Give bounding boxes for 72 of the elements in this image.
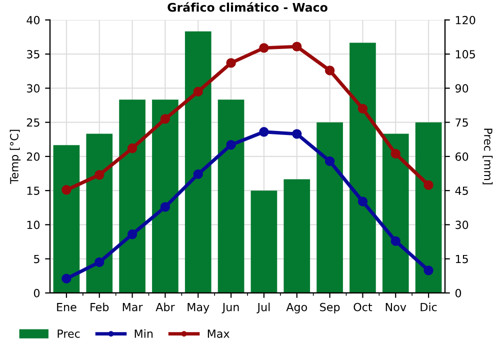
- bar: [184, 31, 212, 293]
- point: [160, 202, 170, 212]
- point: [292, 129, 302, 139]
- x-tick-label: Sep: [320, 302, 340, 314]
- point: [226, 140, 236, 150]
- y-tick-label: 15: [27, 186, 40, 195]
- y-tick-label: 25: [26, 118, 40, 127]
- x-tick-label: Jul: [256, 302, 270, 314]
- y-tick-label: 30: [26, 84, 40, 93]
- bar: [53, 145, 80, 293]
- y-axis-title: Temp [°C]: [10, 130, 21, 184]
- y2-tick-label: 30: [456, 220, 468, 230]
- point: [390, 236, 400, 246]
- y-tick-label: 40: [26, 16, 40, 24]
- y-tick-label: 10: [27, 220, 40, 230]
- point: [62, 274, 72, 284]
- y-tick-label: 20: [26, 152, 40, 161]
- point: [193, 86, 203, 96]
- y-tick-label: 0: [34, 288, 40, 298]
- point: [127, 229, 138, 240]
- point: [324, 66, 335, 76]
- point: [127, 143, 138, 154]
- point: [94, 257, 104, 268]
- x-tick-label: Mar: [122, 303, 143, 312]
- y2-tick-label: 0: [455, 288, 462, 298]
- y2-axis-title: Prec [mm]: [482, 128, 493, 184]
- legend-label: Prec: [58, 330, 80, 338]
- point: [424, 180, 434, 190]
- y2-tick-label: 75: [456, 118, 468, 127]
- bar: [382, 134, 409, 293]
- x-tick-label: Ene: [57, 303, 76, 312]
- point: [62, 185, 72, 195]
- point: [259, 127, 269, 137]
- point: [324, 156, 335, 166]
- bar: [415, 122, 442, 293]
- legend-label: Max: [208, 330, 230, 338]
- x-tick-label: Oct: [354, 302, 372, 312]
- y2-tick-label: 45: [455, 186, 468, 195]
- bar: [284, 179, 310, 293]
- y-tick-label: 35: [26, 50, 40, 58]
- x-tick-label: Feb: [90, 302, 109, 312]
- x-tick-label: Ago: [286, 303, 307, 314]
- point: [292, 42, 302, 52]
- bar: [218, 100, 244, 293]
- y2-tick-label: 105: [456, 50, 475, 58]
- y2-tick-label: 90: [455, 84, 468, 93]
- point: [226, 58, 236, 68]
- x-tick-label: Abr: [156, 302, 175, 312]
- legend-label: Min: [134, 329, 153, 338]
- bar: [152, 100, 178, 293]
- point: [358, 196, 368, 206]
- bar: [119, 100, 146, 293]
- bar: [86, 134, 113, 293]
- bar: [350, 42, 376, 293]
- y2-tick-label: 120: [456, 16, 476, 24]
- point: [193, 169, 203, 180]
- point: [358, 104, 368, 114]
- point: [390, 148, 400, 159]
- x-tick-label: Jun: [222, 303, 239, 314]
- point: [259, 43, 269, 53]
- y2-tick-label: 15: [456, 254, 468, 264]
- x-tick-label: Dic: [420, 302, 437, 312]
- point: [94, 170, 104, 180]
- chart-title: Gráfico climático - Waco: [168, 2, 328, 12]
- y-tick-label: 5: [34, 254, 40, 264]
- bar: [250, 190, 278, 293]
- point: [160, 114, 170, 124]
- x-tick-label: May: [188, 303, 210, 314]
- bar: [316, 122, 343, 293]
- x-tick-label: Nov: [386, 303, 406, 312]
- y2-tick-label: 60: [456, 152, 468, 161]
- point: [424, 266, 434, 276]
